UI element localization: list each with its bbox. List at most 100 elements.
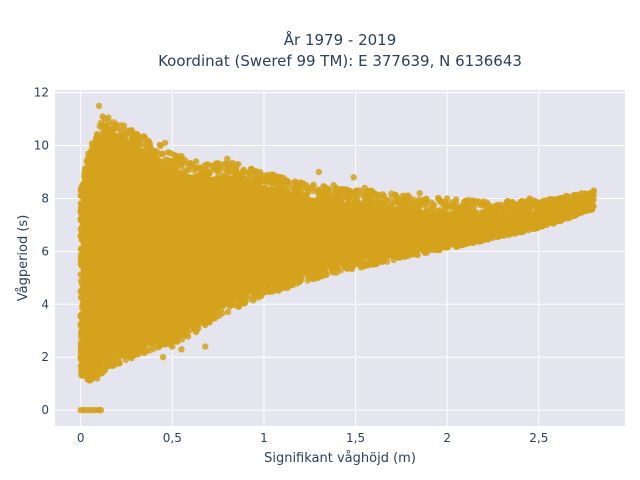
data-point (114, 195, 122, 203)
x-axis-title: Signifikant våghöjd (m) (264, 451, 416, 466)
data-point (90, 190, 97, 197)
data-point (254, 221, 261, 228)
data-point (541, 200, 549, 207)
data-point (105, 131, 112, 138)
data-point (374, 257, 382, 264)
data-point (105, 151, 112, 159)
data-point (176, 279, 183, 287)
data-point (133, 164, 140, 171)
data-point (203, 173, 211, 180)
data-point (145, 284, 153, 291)
data-point (246, 222, 254, 229)
data-point (158, 267, 165, 274)
data-point (123, 299, 130, 306)
data-point (83, 367, 90, 374)
data-point (153, 169, 160, 176)
data-point (305, 211, 312, 218)
data-point (161, 139, 169, 147)
data-point (233, 176, 240, 183)
data-point (248, 190, 255, 197)
data-point (585, 197, 592, 205)
data-point (232, 170, 239, 177)
data-point (277, 238, 284, 246)
data-point (325, 243, 333, 251)
data-point (219, 172, 226, 179)
data-point (173, 176, 180, 183)
data-point (339, 250, 347, 258)
data-point (184, 201, 191, 208)
data-point (330, 182, 337, 189)
data-point (424, 223, 432, 230)
data-point (92, 320, 100, 327)
data-point (212, 210, 220, 217)
data-point (211, 232, 219, 239)
data-point (81, 300, 88, 308)
data-point (141, 134, 148, 141)
data-point (481, 208, 488, 215)
data-point (448, 209, 455, 217)
data-point (245, 253, 252, 261)
data-point (94, 347, 101, 355)
data-point (137, 187, 144, 195)
data-point (342, 191, 349, 199)
data-point (444, 243, 452, 250)
data-point (332, 222, 340, 229)
data-point (143, 143, 150, 150)
data-point (573, 205, 580, 212)
data-point (305, 221, 312, 229)
data-point (239, 268, 246, 276)
data-point (350, 194, 357, 201)
data-point (111, 142, 119, 149)
data-point (180, 184, 188, 191)
data-point (195, 164, 202, 172)
data-point (161, 156, 169, 164)
data-point (186, 320, 193, 327)
data-point (89, 331, 96, 338)
data-point (107, 261, 115, 268)
data-point (161, 299, 169, 307)
data-point (532, 210, 540, 217)
data-point (171, 151, 178, 159)
data-point (259, 280, 267, 288)
data-point (168, 270, 176, 277)
data-point (128, 134, 136, 141)
data-point (373, 200, 380, 207)
data-point (177, 320, 184, 327)
data-point (92, 143, 99, 150)
data-point (304, 277, 311, 284)
data-point (381, 196, 389, 203)
data-point (346, 224, 353, 231)
data-point (224, 308, 232, 316)
data-point (217, 294, 224, 301)
data-point (416, 190, 423, 197)
data-point (278, 232, 285, 239)
data-point (247, 236, 254, 243)
y-tick-label: 8 (41, 191, 49, 205)
data-point (191, 182, 198, 189)
data-point (318, 240, 326, 248)
data-point (220, 270, 227, 277)
data-point (128, 207, 136, 215)
data-point (161, 323, 168, 330)
data-point (95, 137, 102, 145)
data-point (78, 228, 86, 235)
data-point (202, 287, 209, 294)
data-point (101, 181, 108, 188)
data-point (206, 319, 213, 326)
data-point (239, 258, 246, 265)
data-point (236, 236, 243, 244)
data-point (156, 201, 163, 208)
data-point (186, 310, 193, 317)
data-point (317, 212, 324, 219)
data-point (178, 159, 186, 166)
data-point (415, 196, 423, 203)
data-point (87, 252, 95, 259)
data-point (174, 338, 181, 345)
data-point (184, 271, 191, 278)
data-point (354, 242, 362, 249)
data-point (122, 155, 129, 162)
data-point (180, 238, 187, 245)
data-point (226, 275, 234, 283)
data-point (385, 224, 393, 231)
data-point (459, 236, 467, 244)
